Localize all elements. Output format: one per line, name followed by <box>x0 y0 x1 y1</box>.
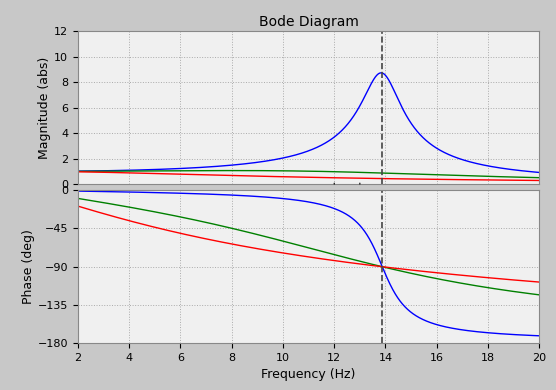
Y-axis label: Phase (deg): Phase (deg) <box>22 229 35 304</box>
Y-axis label: Magnitude (abs): Magnitude (abs) <box>38 57 51 159</box>
Title: Bode Diagram: Bode Diagram <box>259 15 359 28</box>
X-axis label: Frequency (Hz): Frequency (Hz) <box>261 369 356 381</box>
